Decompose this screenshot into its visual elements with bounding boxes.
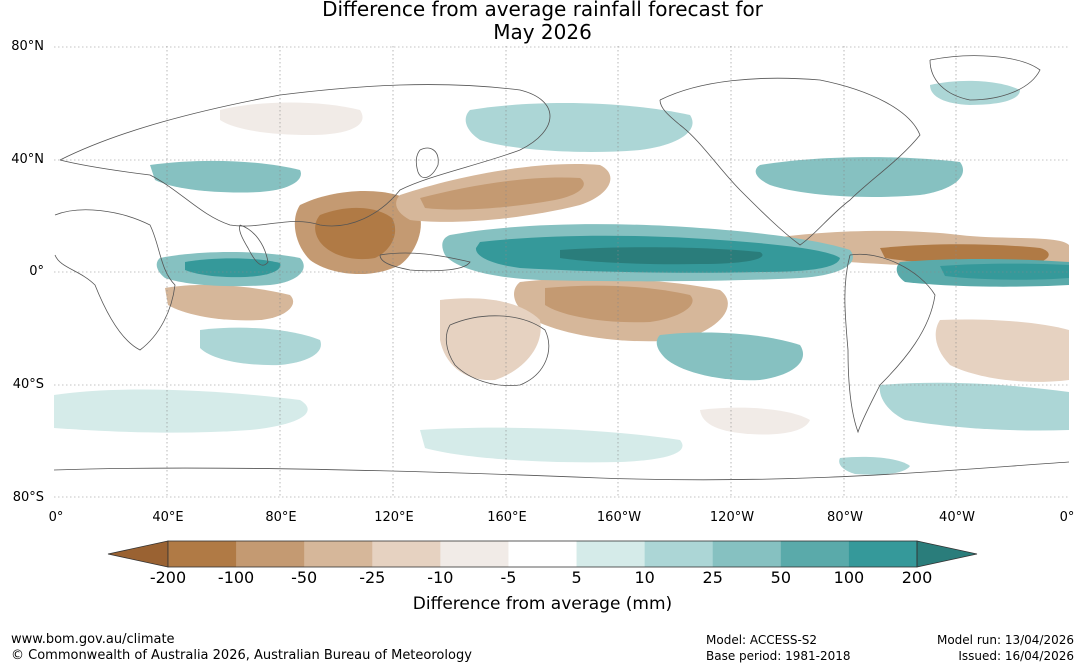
footer-issued: Issued: 16/04/2026 xyxy=(958,649,1074,663)
wet-region-equatorial-pacific-inner xyxy=(560,247,763,265)
lon-label-120e: 120°E xyxy=(374,510,414,525)
wet-region-southern-ocean-west xyxy=(54,389,308,433)
wet-region-mid-east-asia xyxy=(150,160,301,193)
lon-label-160w: 160°W xyxy=(596,510,642,525)
colorbar-tick-label: -5 xyxy=(500,568,517,587)
colorbar-segment xyxy=(304,541,373,567)
coastline-africa xyxy=(54,209,176,351)
coastline-japan xyxy=(415,147,439,179)
colorbar-tick-label: 5 xyxy=(571,568,582,587)
colorbar-segment xyxy=(168,541,237,567)
lat-label-80s: 80°S xyxy=(12,490,44,505)
dry-region-north-pacific-band-core xyxy=(420,177,584,210)
wet-region-south-pacific-band xyxy=(656,332,804,381)
dry-region-south-atlantic xyxy=(935,319,1069,382)
coastline-north-america xyxy=(659,77,921,246)
colorbar-outline xyxy=(167,540,918,568)
wet-region-arctic-atlantic xyxy=(930,80,1020,105)
wet-region-southern-ocean-pacific xyxy=(420,427,683,463)
wet-region-north-pacific xyxy=(465,103,693,152)
colorbar-segment xyxy=(372,541,441,567)
colorbar-tick-label: -50 xyxy=(291,568,318,587)
lon-label-40w: 40°W xyxy=(939,510,975,525)
dry-region-south-pacific-core xyxy=(545,285,693,323)
lat-label-40n: 40°N xyxy=(11,152,44,167)
dry-region-south-china-sea-core xyxy=(315,207,396,260)
dry-region-australia xyxy=(440,298,541,381)
coastline-greenland xyxy=(929,55,1041,101)
colorbar-segment xyxy=(780,541,850,567)
footer-base-period: Base period: 1981-2018 xyxy=(706,649,851,663)
dry-region-north-asia xyxy=(220,102,363,135)
colorbar-segment xyxy=(644,541,714,567)
coastline-antarctica xyxy=(54,461,1069,481)
lon-label-0-west-edge: 0° xyxy=(48,510,64,525)
wet-region-indian-ocean-core xyxy=(185,258,281,278)
lon-label-40e: 40°E xyxy=(152,510,184,525)
colorbar-tick-label: 100 xyxy=(833,568,865,587)
colorbar-tick-label: 200 xyxy=(901,568,933,587)
lon-label-120w: 120°W xyxy=(709,510,755,525)
coastline-indonesia xyxy=(379,252,471,272)
colorbar-extend-low xyxy=(107,540,169,568)
colorbar-tick-label: -200 xyxy=(149,568,187,587)
colorbar-segment xyxy=(712,541,782,567)
lon-label-80e: 80°E xyxy=(265,510,297,525)
coastline-australia xyxy=(445,315,550,386)
colorbar-tick-label: 50 xyxy=(770,568,791,587)
dry-region-indian-ocean xyxy=(165,284,294,321)
anomaly-fields xyxy=(54,55,1069,481)
lat-label-0: 0° xyxy=(29,264,44,279)
lon-label-160e: 160°E xyxy=(487,510,527,525)
lon-label-80w: 80°W xyxy=(827,510,863,525)
colorbar-tick-label: 25 xyxy=(702,568,723,587)
colorbar-tick-label: 10 xyxy=(634,568,655,587)
footer-url: www.bom.gov.au/climate xyxy=(11,632,175,647)
colorbar-segment xyxy=(440,541,509,567)
wet-region-north-atlantic xyxy=(755,157,964,197)
colorbar-extend-high xyxy=(916,540,978,568)
wet-region-south-tip xyxy=(839,456,910,475)
colorbar-segment xyxy=(508,541,578,567)
wet-region-southern-ocean-east xyxy=(879,382,1069,431)
colorbar-tick-label: -10 xyxy=(427,568,454,587)
colorbar-segments xyxy=(107,540,978,568)
colorbar-segment xyxy=(848,541,918,567)
footer-copyright: © Commonwealth of Australia 2026, Austra… xyxy=(11,648,472,663)
colorbar-tick-label: -25 xyxy=(359,568,386,587)
colorbar-segment xyxy=(236,541,305,567)
lon-label-0-east-edge: 0° xyxy=(1059,510,1075,525)
footer-model: Model: ACCESS-S2 xyxy=(706,633,818,647)
wet-region-south-indian xyxy=(200,327,321,366)
wet-region-atlantic-equator-core xyxy=(940,263,1069,280)
colorbar-segment xyxy=(576,541,646,567)
chart-title-line-1: Difference from average rainfall forecas… xyxy=(322,0,763,21)
lat-label-40s: 40°S xyxy=(12,377,44,392)
gridlines xyxy=(54,46,1069,498)
dry-region-antarctic-fringe xyxy=(700,407,810,435)
colorbar-tick-label: -100 xyxy=(217,568,255,587)
coastline-south-america xyxy=(844,253,936,434)
footer-model-run: Model run: 13/04/2026 xyxy=(936,633,1074,647)
chart-title-line-2: May 2026 xyxy=(493,20,592,44)
colorbar-label: Difference from average (mm) xyxy=(412,594,673,614)
coastline-india xyxy=(239,224,269,266)
lat-label-80n: 80°N xyxy=(11,39,44,54)
